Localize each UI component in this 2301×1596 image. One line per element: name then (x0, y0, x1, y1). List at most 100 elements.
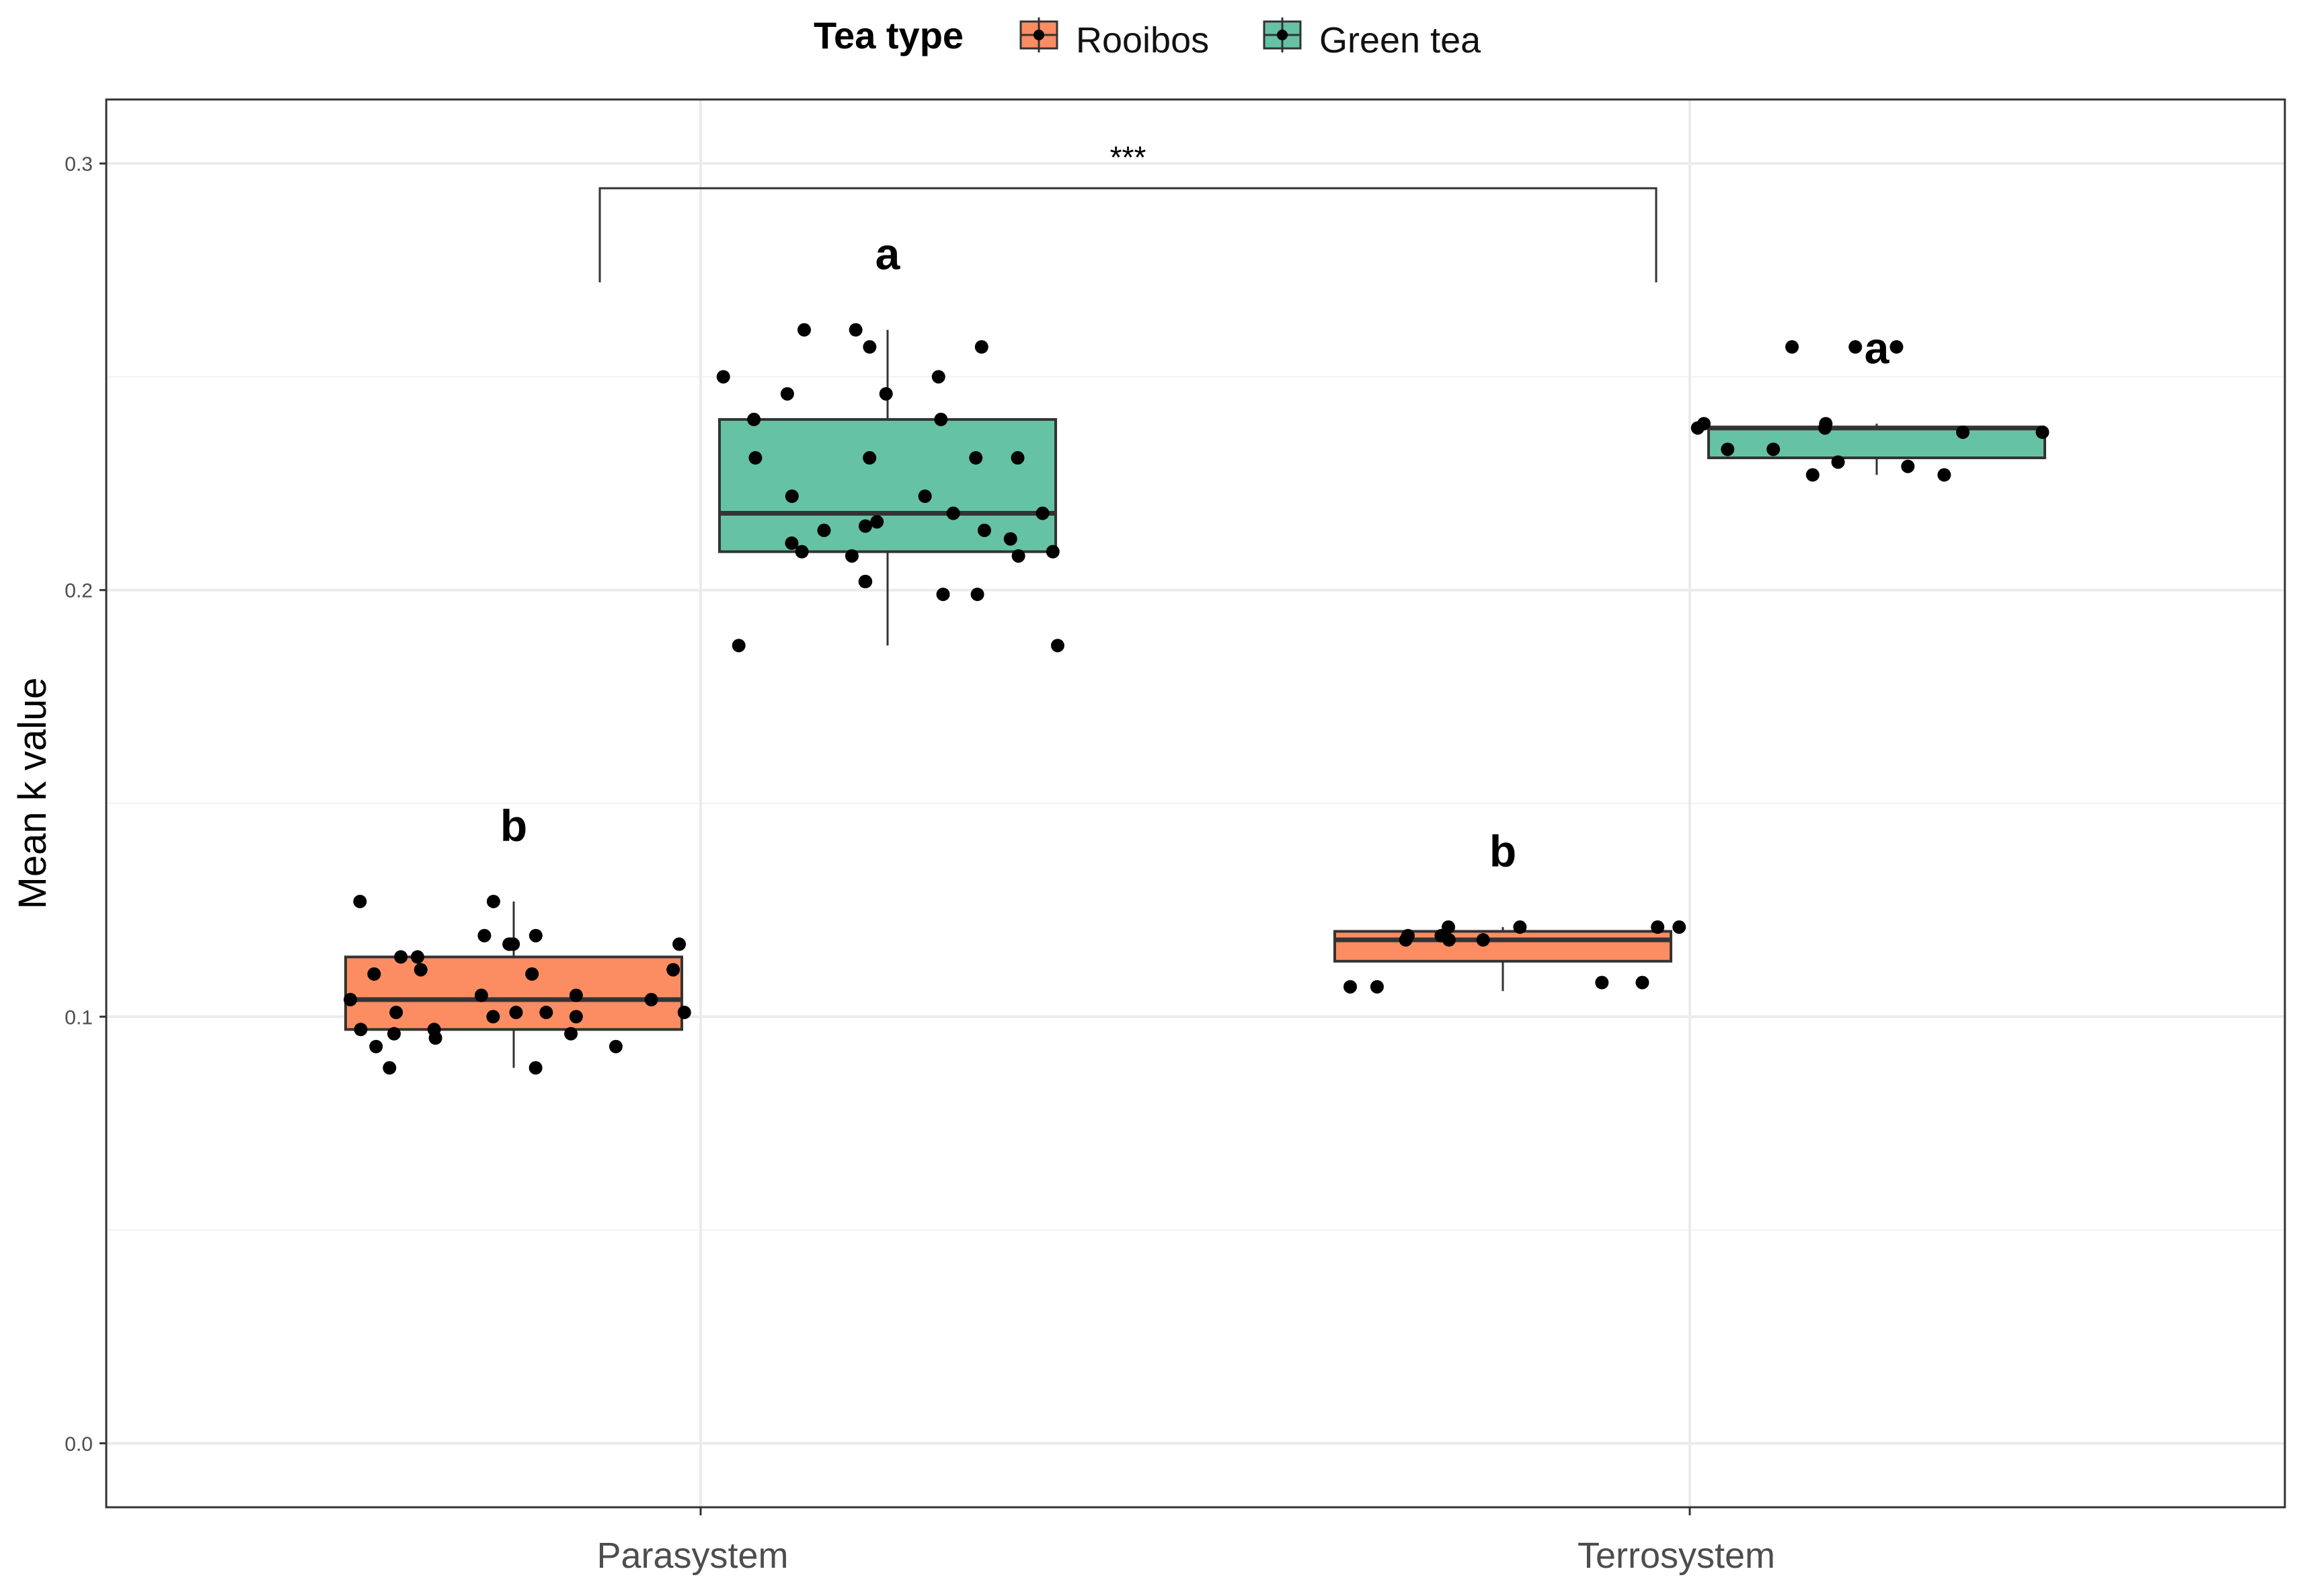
significance-bracket (598, 187, 1658, 282)
legend-key-dot (1277, 30, 1288, 40)
data-point (509, 1005, 523, 1019)
data-point (817, 523, 831, 537)
data-point (780, 387, 794, 401)
data-point (863, 451, 877, 465)
data-point (1937, 468, 1951, 482)
data-point (1036, 506, 1050, 520)
legend-entry-green-tea: Green tea (1263, 17, 1481, 61)
significance-letter: b (1489, 826, 1516, 876)
y-tick-label: 0.1 (65, 1006, 93, 1029)
significance-letter: a (1865, 323, 1890, 372)
data-point (387, 1027, 401, 1041)
data-point (1901, 459, 1915, 473)
data-point (934, 412, 948, 426)
data-point (1766, 442, 1781, 456)
data-point (1595, 975, 1609, 990)
data-point (369, 1039, 383, 1053)
data-point (969, 451, 983, 465)
data-point (879, 387, 893, 401)
data-point (845, 549, 859, 563)
y-tick-label: 0.2 (65, 580, 93, 602)
data-point (525, 967, 539, 981)
data-point (1956, 425, 1970, 439)
data-point (931, 370, 945, 384)
data-point (785, 489, 799, 504)
data-point (977, 523, 991, 537)
data-point (394, 950, 408, 964)
data-point (569, 988, 583, 1002)
data-point (1889, 340, 1904, 354)
y-axis: 0.0 0.1 0.2 0.3 (65, 153, 106, 1455)
data-point (863, 340, 877, 354)
data-point (1805, 468, 1820, 482)
data-point (1370, 980, 1384, 994)
data-point (1401, 928, 1415, 943)
boxplots (344, 329, 2046, 1068)
box-green-tea (1707, 426, 2046, 460)
data-point (389, 1005, 403, 1019)
plot-border (105, 98, 2286, 1509)
data-point (367, 967, 381, 981)
data-point (858, 519, 872, 533)
data-point (1476, 933, 1490, 947)
data-point (2035, 425, 2050, 439)
box-rooibos (1333, 930, 1672, 963)
data-point (354, 1023, 368, 1037)
data-points (344, 323, 2050, 1075)
data-point (564, 1027, 578, 1041)
data-point (1343, 980, 1358, 994)
y-axis-title: Mean k value (11, 678, 54, 910)
y-tick-label: 0.3 (65, 153, 93, 175)
data-point (1011, 549, 1025, 563)
data-point (1442, 920, 1456, 934)
data-point (427, 1023, 441, 1037)
data-point (474, 988, 488, 1002)
data-point (797, 323, 811, 337)
data-point (1011, 451, 1025, 465)
data-point (477, 928, 492, 943)
gridlines (106, 99, 2285, 1507)
data-point (1848, 340, 1863, 354)
data-point (1721, 442, 1735, 456)
data-point (936, 588, 950, 602)
data-point (748, 451, 763, 465)
data-point (410, 950, 424, 964)
significance-stars: *** (1110, 140, 1146, 175)
data-point (859, 575, 873, 589)
data-point (344, 992, 358, 1006)
data-point (353, 894, 367, 908)
y-tick-label: 0.0 (65, 1433, 93, 1455)
legend-entry-rooibos: Rooibos (1019, 17, 1209, 61)
data-point (529, 928, 543, 943)
data-point (732, 639, 746, 653)
data-point (785, 536, 799, 550)
data-point (1635, 975, 1649, 990)
annotations: b b a a *** (500, 140, 1890, 876)
data-point (1690, 421, 1705, 435)
data-point (486, 1010, 500, 1024)
data-point (569, 1010, 583, 1024)
data-point (974, 340, 988, 354)
data-point (502, 937, 516, 951)
data-point (795, 545, 809, 559)
data-point (677, 1005, 691, 1019)
legend-label-rooibos: Rooibos (1076, 20, 1209, 61)
data-point (918, 489, 932, 504)
x-axis: Parasystem Terrosystem (596, 1507, 1775, 1576)
significance-letter: b (500, 801, 527, 850)
data-point (1651, 920, 1665, 934)
x-tick-label: Parasystem (596, 1535, 788, 1576)
data-point (486, 894, 500, 908)
data-point (609, 1039, 623, 1053)
data-point (529, 1061, 543, 1075)
legend-title: Tea type (814, 14, 964, 56)
data-point (539, 1005, 553, 1019)
legend: Tea type Rooibos Green tea (814, 14, 1481, 61)
data-point (672, 937, 687, 951)
data-point (1442, 933, 1456, 947)
data-point (716, 370, 730, 384)
data-point (747, 412, 761, 426)
data-point (1672, 920, 1686, 934)
legend-key-dot (1034, 30, 1044, 40)
data-point (1513, 920, 1527, 934)
